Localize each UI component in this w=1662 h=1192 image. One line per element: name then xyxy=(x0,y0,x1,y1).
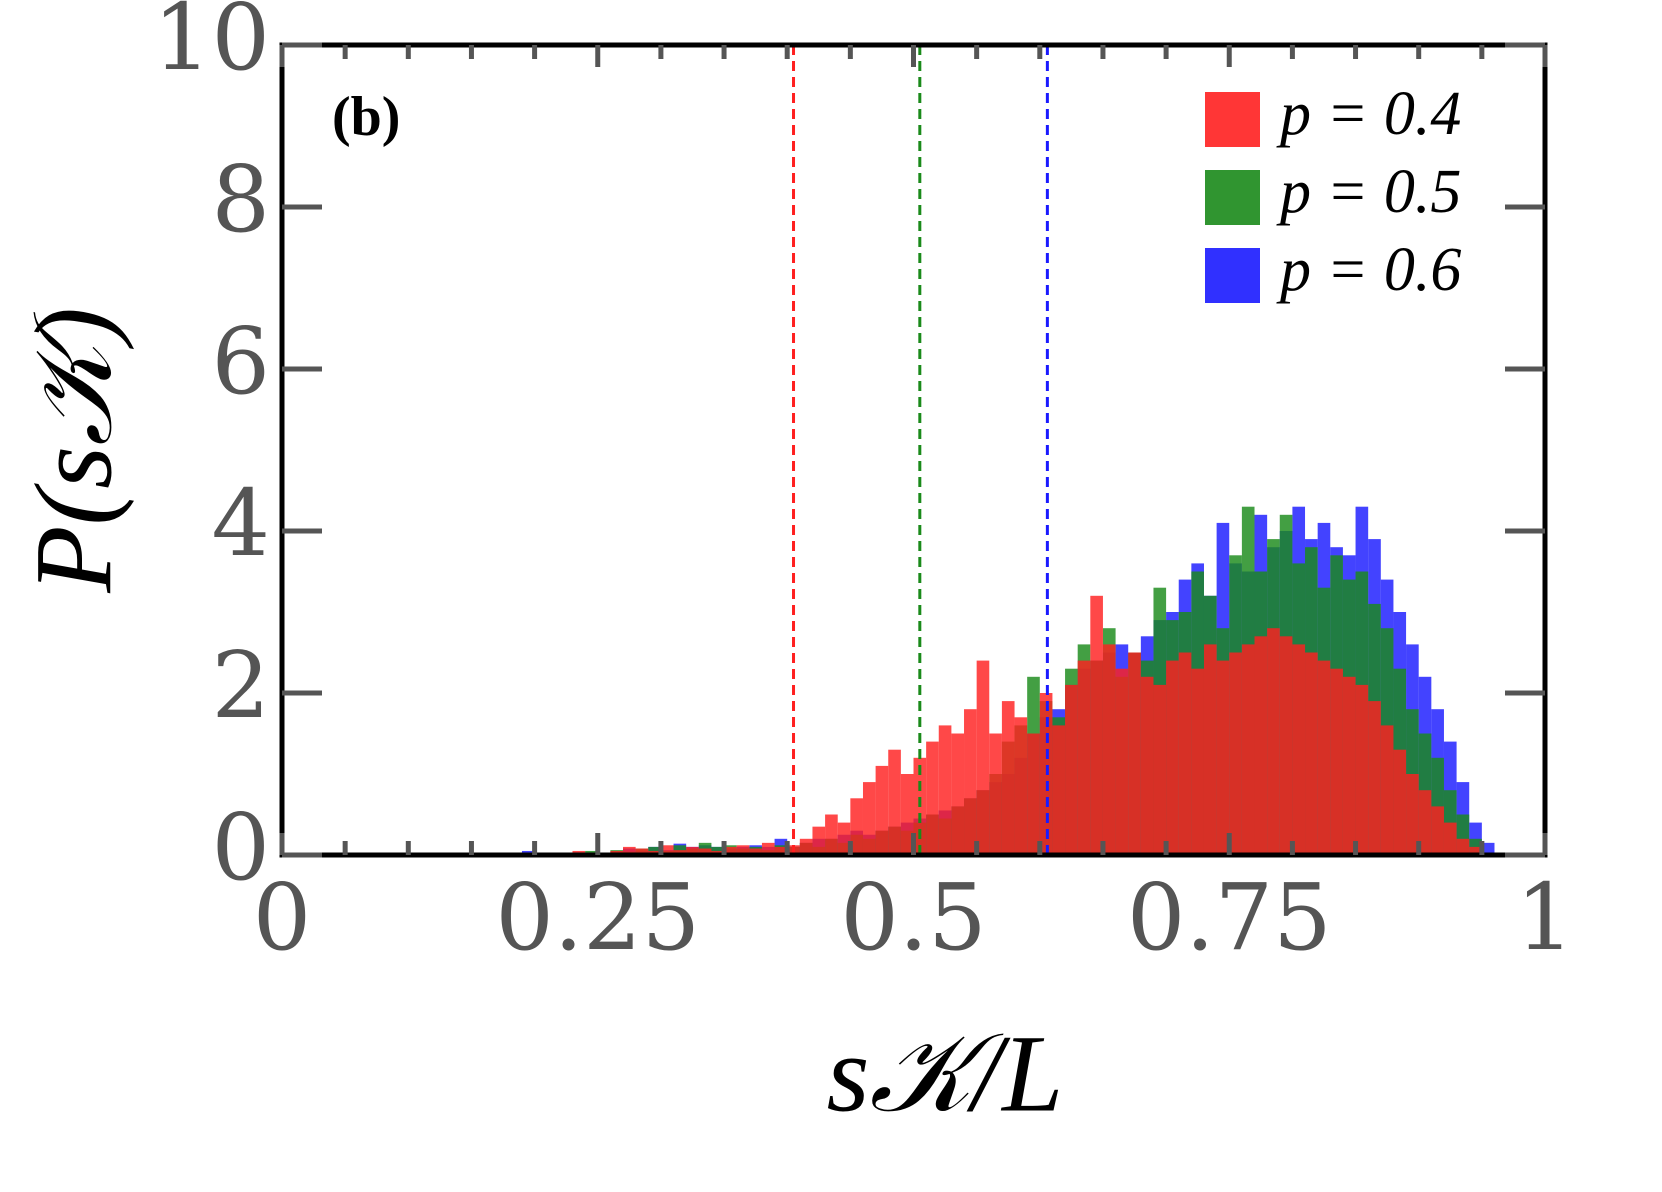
histogram-bar xyxy=(1153,684,1167,855)
histogram-bar xyxy=(812,826,826,855)
histogram-bar xyxy=(774,846,788,855)
histogram-bar xyxy=(1241,644,1255,855)
x-tick-label: 0.75 xyxy=(1127,864,1332,971)
histogram-bar xyxy=(660,845,674,855)
histogram-bar xyxy=(1001,701,1015,855)
histogram-bar xyxy=(635,848,649,855)
panel-label: (b) xyxy=(332,86,400,148)
y-axis-label: P(s𝒦) xyxy=(12,307,134,593)
histogram-bar xyxy=(1418,790,1432,855)
histogram-bar xyxy=(761,842,775,855)
histogram-bar xyxy=(1431,806,1444,855)
legend-label: p = 0.5 xyxy=(1276,158,1461,226)
histogram-bar xyxy=(1443,822,1457,855)
histogram-bar xyxy=(1292,644,1306,855)
histogram-bar xyxy=(1128,652,1141,855)
legend-label: p = 0.6 xyxy=(1276,236,1461,304)
histogram-bar xyxy=(1191,668,1204,855)
histogram-bar xyxy=(951,733,965,855)
x-tick-label: 1 xyxy=(1516,864,1575,971)
histogram-bar xyxy=(1380,725,1394,855)
histogram-series xyxy=(509,595,1482,855)
histogram-bar xyxy=(1267,628,1280,855)
histogram-bar xyxy=(1481,842,1495,855)
histogram-bar xyxy=(1052,725,1066,855)
legend-swatch xyxy=(1205,170,1260,225)
y-tick-label: 6 xyxy=(211,308,270,415)
histogram-bar xyxy=(1393,749,1407,855)
histogram-bar xyxy=(1115,668,1129,855)
histogram-bar xyxy=(1203,644,1217,855)
histogram-bar xyxy=(1229,652,1242,855)
histogram-bar xyxy=(799,838,813,855)
histogram-bar xyxy=(1355,684,1369,855)
histogram-bar xyxy=(1178,652,1192,855)
y-tick-label: 2 xyxy=(211,632,270,739)
histogram-bar xyxy=(1305,652,1318,855)
y-tick-label: 8 xyxy=(211,146,270,253)
histogram-bar xyxy=(686,846,699,855)
histogram-bar xyxy=(749,848,762,855)
legend-swatch xyxy=(1205,248,1260,303)
histogram-bar xyxy=(1102,644,1116,855)
histogram-bar xyxy=(623,846,636,855)
histogram-bar xyxy=(698,848,712,855)
histogram-bar xyxy=(1317,660,1331,855)
histogram-bar xyxy=(1090,595,1103,855)
y-tick-label: 4 xyxy=(211,470,270,577)
histogram-bar xyxy=(1279,636,1293,855)
histogram-bar xyxy=(1014,717,1028,855)
x-tick-label: 0.5 xyxy=(840,864,986,971)
histogram-bar xyxy=(1469,846,1482,855)
histogram-bar xyxy=(724,846,737,855)
histogram-bar xyxy=(1254,636,1268,855)
histogram-bar xyxy=(825,814,838,855)
histogram-bar xyxy=(926,741,939,855)
histogram-bar xyxy=(1368,701,1381,855)
histogram-bar xyxy=(1065,684,1078,855)
x-axis-label: s𝒦/L xyxy=(827,1012,1064,1134)
histogram-bar xyxy=(1027,733,1040,855)
y-tick-label: 0 xyxy=(211,794,270,901)
histogram-bar xyxy=(850,798,863,855)
histogram-bar xyxy=(1330,668,1343,855)
histogram-bar xyxy=(900,774,914,855)
legend-label: p = 0.4 xyxy=(1276,80,1461,148)
histogram-bar xyxy=(938,725,952,855)
histogram-bar xyxy=(989,733,1002,855)
histogram-bar xyxy=(1166,660,1179,855)
histogram-bar xyxy=(736,845,750,855)
x-tick-label: 0 xyxy=(253,864,312,971)
histogram-bar xyxy=(888,749,901,855)
histogram-bar xyxy=(837,822,851,855)
histogram-bar xyxy=(964,709,977,855)
legend-swatch xyxy=(1205,92,1260,147)
histogram-bar xyxy=(1216,660,1230,855)
histogram-bar xyxy=(1342,676,1356,855)
histogram-bar xyxy=(1406,774,1419,855)
x-tick-label: 0.25 xyxy=(495,864,700,971)
y-tick-label: 10 xyxy=(153,0,270,91)
histogram-bar xyxy=(1456,838,1470,855)
histogram-bar xyxy=(1077,660,1091,855)
histogram-bar xyxy=(875,765,889,855)
histogram-bar xyxy=(862,782,876,855)
histogram-bar xyxy=(1140,676,1154,855)
histogram-bar xyxy=(976,660,990,855)
